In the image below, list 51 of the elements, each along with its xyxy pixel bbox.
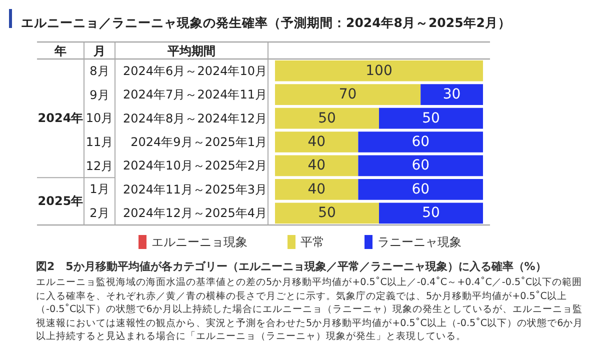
text: 8月 [90, 64, 110, 78]
data-label: 60 [412, 134, 430, 150]
y-tick-label: 2024年11月～2025年3月 [123, 182, 267, 196]
data-label: 40 [308, 134, 326, 150]
chart-title: エルニーニョ／ラニーニャ現象の発生確率（予測期間：2024年8月～2025年2月） [21, 15, 511, 30]
y-tick-label: 2024年6月～2024年10月 [123, 64, 267, 78]
text: 9月 [90, 88, 110, 102]
text: 平均期間 [168, 44, 216, 58]
bar [379, 202, 483, 224]
bar [275, 108, 379, 129]
data-label: 40 [308, 158, 326, 174]
y-tick-label: 2024年9月～2025年1月 [130, 135, 267, 149]
text: 年 [54, 44, 66, 58]
bar [358, 178, 483, 200]
y-tick-label: 2024年12月～2025年4月 [123, 206, 267, 220]
bar [275, 60, 483, 82]
text: 2025年 [38, 194, 84, 208]
bar [275, 84, 421, 106]
text: 月 [94, 44, 106, 58]
data-label: 50 [422, 205, 440, 222]
data-label: 40 [308, 181, 326, 198]
bar [275, 178, 358, 200]
y-tick-label: 2024年8月～2024年12月 [123, 111, 267, 126]
data-label: 30 [442, 86, 461, 103]
y-tick-label: 2024年10月～2025年2月 [123, 158, 267, 173]
data-label: 50 [318, 205, 336, 222]
data-label: 50 [422, 110, 440, 126]
bar [275, 202, 379, 224]
text: 1月 [90, 182, 110, 196]
legend-label: ラニーニャ現象 [378, 235, 462, 249]
data-label: 100 [366, 62, 392, 79]
data-label: 60 [412, 158, 430, 174]
legend-label: エルニーニョ現象 [152, 235, 248, 249]
data-label: 60 [412, 181, 430, 198]
text: 2024年 [38, 111, 84, 126]
caption: 図2 5か月移動平均値が各カテゴリー（エルニーニョ現象／平常／ラニーニャ現象）に入る確率（%） [36, 259, 546, 274]
text: 10月 [86, 111, 114, 126]
bar [379, 108, 483, 129]
data-label: 50 [318, 110, 336, 126]
text: エルニーニョ監視海域の海面水温の基準値との差の5か月移動平均値が+0.5˚C以上／-0.4˚C～+0.4˚C／-0.5˚C以下の範囲に入る確率を、それぞれ赤／黄／青の横棒の長さで月ごとに示す。気象庁の定義では、5か月移動平均値が+0.5˚C以上（-0.5˚C以下）の状態で6か月以上持続した場合にエルニーニョ（ラニーニャ）現象の発生としているが、エルニーニョ監視速報においては速報性の観点から、実況と予測を合わせた5か月移動平均値が+0.5˚C以上（-0.5˚C以下）の状態で6か月以上持続すると見込まれる場合に「エルニーニョ（ラニーニャ）現象が発生」と表現している。 [36, 276, 584, 344]
bar [420, 84, 483, 106]
bar [275, 155, 358, 176]
bar [358, 132, 483, 152]
legend-label: 平常 [300, 235, 324, 249]
text: 2月 [90, 206, 110, 220]
bar [358, 155, 483, 176]
bar [275, 132, 358, 152]
y-tick-label: 2024年7月～2024年11月 [123, 88, 267, 102]
text: 11月 [86, 135, 114, 149]
text: 12月 [86, 158, 114, 173]
data-label: 70 [338, 86, 357, 103]
